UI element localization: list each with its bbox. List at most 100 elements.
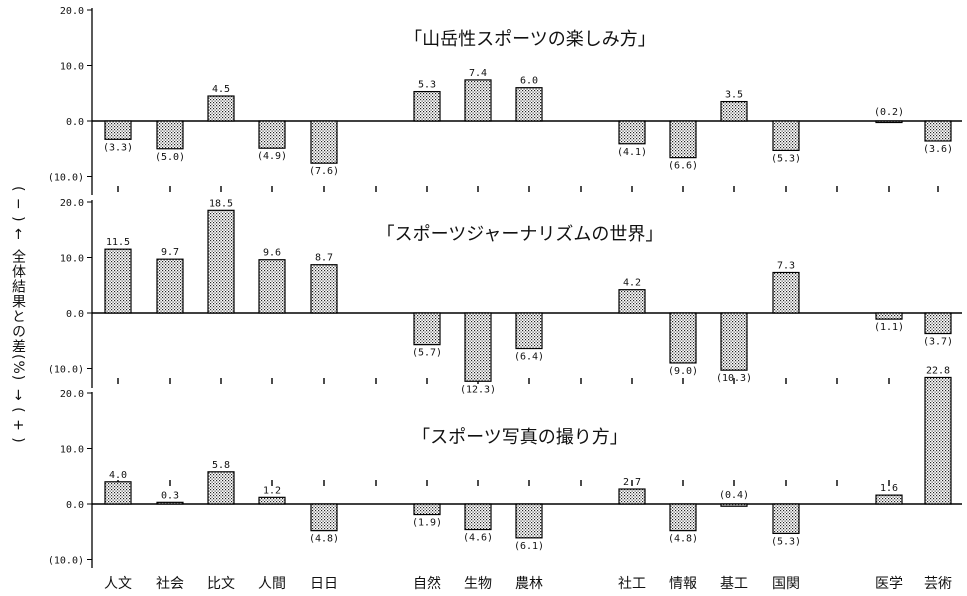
data-label: 2.7 bbox=[623, 477, 641, 488]
bar bbox=[310, 503, 338, 532]
data-label: (6.6) bbox=[668, 161, 698, 172]
y-axis-title-plus: → ( + ) bbox=[10, 389, 26, 444]
data-label: (4.6) bbox=[463, 533, 493, 544]
y-tick-label: (10.0) bbox=[48, 365, 84, 376]
bar bbox=[720, 503, 748, 507]
bar bbox=[156, 258, 184, 314]
bar bbox=[258, 496, 286, 505]
bar bbox=[464, 312, 492, 382]
data-label: (12.3) bbox=[460, 384, 496, 395]
data-label: (5.0) bbox=[155, 152, 185, 163]
data-label: (4.8) bbox=[309, 534, 339, 545]
data-label: (5.7) bbox=[412, 348, 442, 359]
bar bbox=[875, 312, 903, 320]
bar bbox=[104, 120, 132, 140]
y-tick-label: 10.0 bbox=[60, 62, 84, 73]
data-label: 6.0 bbox=[520, 76, 538, 87]
bar bbox=[515, 503, 543, 539]
data-label: (5.3) bbox=[771, 153, 801, 164]
y-tick-label: (10.0) bbox=[48, 173, 84, 184]
x-category-label: 芸術 bbox=[924, 576, 952, 592]
data-label: (1.9) bbox=[412, 518, 442, 529]
bar bbox=[618, 488, 646, 505]
bar bbox=[156, 120, 184, 150]
x-category-label: 人間 bbox=[258, 576, 286, 592]
bar bbox=[515, 312, 543, 350]
data-label: (7.6) bbox=[309, 166, 339, 177]
bar bbox=[258, 120, 286, 149]
data-label: (6.4) bbox=[514, 352, 544, 363]
bar bbox=[310, 120, 338, 164]
y-tick-label: 0.0 bbox=[66, 500, 84, 511]
y-axis-title-main: 全体結果との差(%) bbox=[10, 248, 26, 382]
data-label: 9.6 bbox=[263, 248, 281, 259]
data-label: 7.3 bbox=[777, 260, 795, 271]
bar bbox=[772, 503, 800, 535]
data-label: 4.5 bbox=[212, 84, 230, 95]
x-category-label: 国関 bbox=[772, 576, 800, 592]
data-label: 7.4 bbox=[469, 68, 487, 79]
x-category-label: 基工 bbox=[720, 575, 748, 592]
panel-title: 「スポーツ写真の撮り方」 bbox=[412, 427, 628, 448]
bar bbox=[772, 120, 800, 152]
bar bbox=[618, 289, 646, 314]
bar bbox=[464, 79, 492, 122]
data-label: (4.8) bbox=[668, 534, 698, 545]
data-label: (4.1) bbox=[617, 147, 647, 158]
x-category-label: 農林 bbox=[515, 576, 543, 592]
data-label: 11.5 bbox=[106, 237, 130, 248]
bar bbox=[413, 312, 441, 346]
x-category-label: 医学 bbox=[875, 576, 903, 592]
data-label: (10.3) bbox=[716, 373, 752, 384]
x-category-label: 社会 bbox=[156, 576, 184, 592]
bar bbox=[310, 264, 338, 314]
data-label: (5.3) bbox=[771, 536, 801, 547]
bar bbox=[669, 503, 697, 532]
panel-title: 「山岳性スポーツの楽しみ方」 bbox=[404, 29, 656, 50]
data-label: (0.4) bbox=[719, 490, 749, 501]
bar bbox=[156, 501, 184, 505]
data-label: 1.6 bbox=[880, 483, 898, 494]
data-label: (3.3) bbox=[103, 142, 133, 153]
data-label: 22.8 bbox=[926, 365, 950, 376]
x-category-label: 生物 bbox=[464, 576, 492, 592]
bar bbox=[207, 471, 235, 505]
data-label: 5.3 bbox=[418, 80, 436, 91]
bar bbox=[875, 494, 903, 505]
data-label: 1.2 bbox=[263, 485, 281, 496]
data-label: 5.8 bbox=[212, 460, 230, 471]
data-label: 4.0 bbox=[109, 470, 127, 481]
bar bbox=[413, 90, 441, 122]
data-label: (4.9) bbox=[257, 151, 287, 162]
x-category-label: 自然 bbox=[413, 575, 441, 592]
bar bbox=[207, 209, 235, 314]
y-tick-label: 20.0 bbox=[60, 6, 84, 17]
bar bbox=[924, 120, 952, 142]
bar bbox=[720, 100, 748, 122]
data-label: (1.1) bbox=[874, 322, 904, 333]
y-tick-label: 20.0 bbox=[60, 389, 84, 400]
bar bbox=[924, 376, 952, 505]
x-category-label: 比文 bbox=[207, 576, 235, 592]
y-axis-title-minus: ( − ) ← bbox=[10, 186, 26, 241]
data-label: (3.7) bbox=[923, 337, 953, 348]
bar bbox=[413, 503, 441, 516]
data-label: 9.7 bbox=[161, 247, 179, 258]
data-label: 3.5 bbox=[725, 90, 743, 101]
bar bbox=[669, 312, 697, 364]
data-label: (3.6) bbox=[923, 144, 953, 155]
y-tick-label: 0.0 bbox=[66, 309, 84, 320]
y-tick-label: 0.0 bbox=[66, 117, 84, 128]
x-category-label: 情報 bbox=[669, 576, 697, 592]
bar bbox=[207, 95, 235, 122]
y-tick-label: 20.0 bbox=[60, 198, 84, 209]
y-tick-label: (10.0) bbox=[48, 556, 84, 567]
bar bbox=[104, 481, 132, 505]
y-tick-label: 10.0 bbox=[60, 254, 84, 265]
y-axis-title: ( − ) ← 全体結果との差(%) → ( + ) bbox=[0, 150, 36, 480]
data-label: 0.3 bbox=[161, 490, 179, 501]
x-category-label: 人文 bbox=[104, 576, 132, 592]
y-tick-label: 10.0 bbox=[60, 445, 84, 456]
